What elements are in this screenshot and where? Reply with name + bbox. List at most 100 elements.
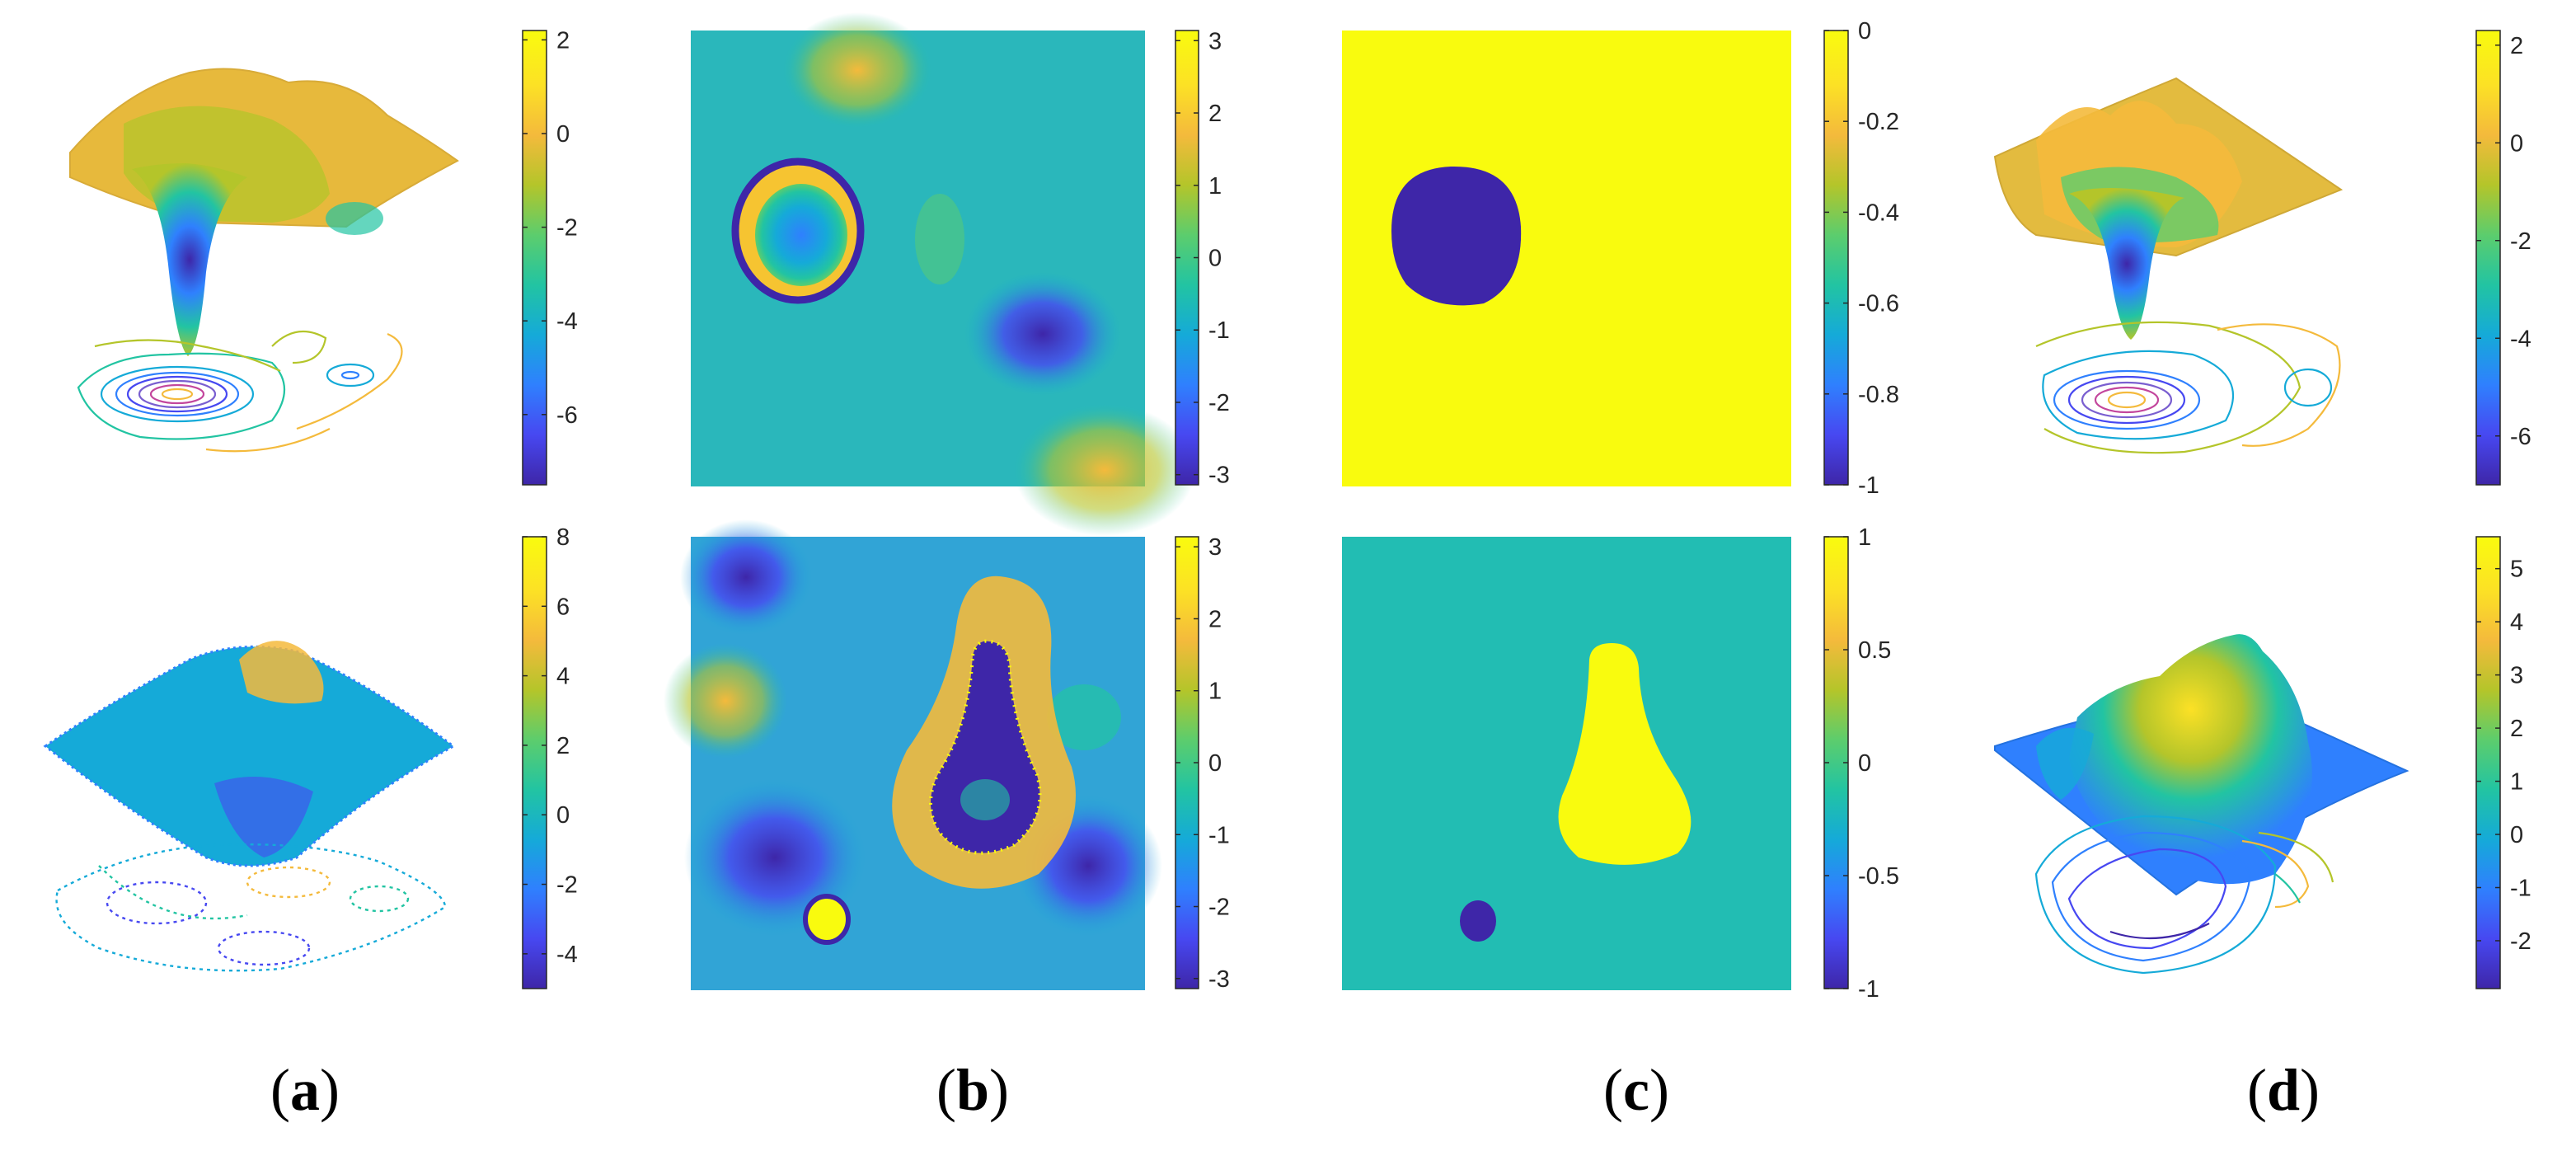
surface-a1 [69, 68, 459, 453]
surface-a2-peak [239, 641, 324, 704]
panel-label-a-close: ) [320, 1057, 340, 1123]
heatmap-c1 [1342, 31, 1791, 486]
surface-d2-mountain [2069, 634, 2312, 885]
colorbar-a1-tick-label: -4 [556, 308, 578, 335]
colorbar-c2-tick-label: -0.5 [1858, 863, 1899, 890]
panel-label-a: (a) [270, 1057, 340, 1123]
colorbar-b2-tick-label: 1 [1208, 679, 1222, 705]
heatmap-b2-pear [929, 639, 1042, 855]
heatmap-b1-ring-inner [755, 184, 847, 286]
heatmap-b2-teal-right [1047, 684, 1121, 750]
colorbar-a1-tick-label: 2 [556, 27, 570, 54]
heatmap-c2-pear [1558, 643, 1692, 865]
colorbar-a1-tick-label: 0 [556, 121, 570, 148]
colorbar-d1-tick-label: 2 [2510, 33, 2523, 59]
colorbar-d2-tick-label: 2 [2510, 716, 2523, 742]
colorbar-b1-tick-label: 0 [1208, 246, 1222, 272]
colorbar-b1: 3 2 1 0 -1 -2 -3 [1175, 28, 1230, 489]
colorbar-a2-bar [522, 536, 547, 989]
colorbar-a2-tick-label: 8 [556, 524, 570, 551]
colorbar-b1-tick-label: -1 [1208, 317, 1230, 344]
heatmap-b2-hot-left [664, 643, 787, 759]
colorbar-c1-tick-label: -0.8 [1858, 382, 1899, 408]
contours-d1 [2035, 321, 2341, 454]
colorbar-d2-bar [2475, 536, 2501, 989]
colorbar-d2-tick-label: 4 [2510, 609, 2523, 636]
colorbar-d1-tick-label: -2 [2510, 228, 2531, 255]
heatmap-b2-small-dot [803, 894, 851, 945]
colorbar-a1-tick-label: -6 [556, 402, 578, 429]
surface-d2 [1994, 634, 2409, 975]
heatmap-c2-dot [1460, 900, 1496, 942]
colorbar-d1: 2 0 -2 -4 -6 [2475, 30, 2531, 486]
colorbar-b1-tick-label: -3 [1208, 463, 1230, 489]
colorbar-d2-tick-label: 1 [2510, 769, 2523, 796]
heatmap-b2-cold-tl [680, 519, 812, 635]
panel-label-d: (d) [2247, 1057, 2320, 1123]
colorbar-b2-tick-label: 2 [1208, 606, 1222, 632]
colorbar-d1-tick-label: -6 [2510, 424, 2531, 450]
colorbar-a1-bar [522, 30, 547, 486]
heatmap-c2-background [1342, 537, 1791, 990]
contours-a1 [77, 330, 403, 453]
colorbar-c1-tick-label: -1 [1858, 472, 1879, 499]
colorbar-c1-bar [1823, 30, 1849, 486]
panel-label-c: (c) [1603, 1057, 1669, 1123]
panel-label-c-open: ( [1603, 1057, 1623, 1123]
colorbar-d1-bar [2475, 30, 2501, 486]
colorbar-c2-tick-label: 0 [1858, 750, 1871, 777]
heatmap-b2 [664, 519, 1162, 990]
colorbar-c1-tick-label: -0.6 [1858, 291, 1899, 317]
heatmap-b1-hot-top [783, 12, 931, 128]
colorbar-a2-tick-label: 2 [556, 733, 570, 759]
colorbar-c1: 0 -0.2 -0.4 -0.6 -0.8 -1 [1823, 18, 1899, 499]
panel-label-a-open: ( [270, 1057, 290, 1123]
colorbar-a1-tick-label: -2 [556, 215, 578, 242]
colorbar-c2: 1 0.5 0 -0.5 -1 [1823, 524, 1899, 1003]
heatmap-b1-cold-spot [964, 272, 1121, 396]
colorbar-a2-tick-label: -4 [556, 942, 578, 968]
heatmap-b1-hot-corner [1014, 404, 1195, 536]
contours-d2 [2034, 815, 2334, 975]
surface-d1-well [2069, 188, 2184, 340]
colorbar-d2-tick-label: 3 [2510, 663, 2523, 689]
colorbar-b1-tick-label: 3 [1208, 28, 1222, 54]
panel-label-b: (b) [936, 1057, 1009, 1123]
colorbar-a2: 8 6 4 2 0 -2 -4 [522, 524, 578, 989]
colorbar-b2: 3 2 1 0 -1 -2 -3 [1175, 534, 1230, 993]
colorbar-a1: 2 0 -2 -4 -6 [522, 27, 578, 486]
colorbar-d2-tick-label: 5 [2510, 557, 2523, 583]
colorbar-c1-tick-label: -0.4 [1858, 200, 1899, 226]
colorbar-d1-tick-label: 0 [2510, 130, 2523, 157]
surface-a1-well [132, 163, 247, 356]
panel-label-d-close: ) [2300, 1057, 2320, 1123]
colorbar-b1-tick-label: 1 [1208, 173, 1222, 200]
colorbar-c2-tick-label: -1 [1858, 976, 1879, 1003]
colorbar-b2-tick-label: 0 [1208, 750, 1222, 777]
panel-label-b-open: ( [936, 1057, 956, 1123]
heatmap-b2-pear-core [960, 779, 1010, 820]
surface-d2-left-ridge [2036, 727, 2094, 800]
panel-label-c-close: ) [1649, 1057, 1669, 1123]
colorbar-c2-tick-label: 1 [1858, 524, 1871, 551]
colorbar-a2-tick-label: -2 [556, 872, 578, 899]
colorbar-b2-tick-label: 3 [1208, 534, 1222, 561]
surface-d1 [1993, 77, 2344, 454]
heatmap-b1-green-glow [915, 194, 964, 284]
colorbar-b1-tick-label: -2 [1208, 390, 1230, 416]
heatmap-c2 [1342, 537, 1791, 990]
colorbar-b2-tick-label: -1 [1208, 822, 1230, 848]
colorbar-b1-tick-label: 2 [1208, 101, 1222, 127]
heatmap-c1-blob [1391, 166, 1522, 306]
colorbar-b2-tick-label: -2 [1208, 895, 1230, 921]
panel-label-d-open: ( [2247, 1057, 2267, 1123]
colorbar-d2: 5 4 3 2 1 0 -1 -2 [2475, 536, 2531, 989]
heatmap-b1 [691, 12, 1195, 536]
panel-label-c-letter: c [1623, 1057, 1649, 1123]
panel-label-a-letter: a [290, 1057, 320, 1123]
colorbar-c2-tick-label: 0.5 [1858, 637, 1891, 664]
panel-label-d-letter: d [2267, 1057, 2300, 1123]
panel-label-b-letter: b [956, 1057, 989, 1123]
surface-a1-small-dip [326, 202, 383, 235]
